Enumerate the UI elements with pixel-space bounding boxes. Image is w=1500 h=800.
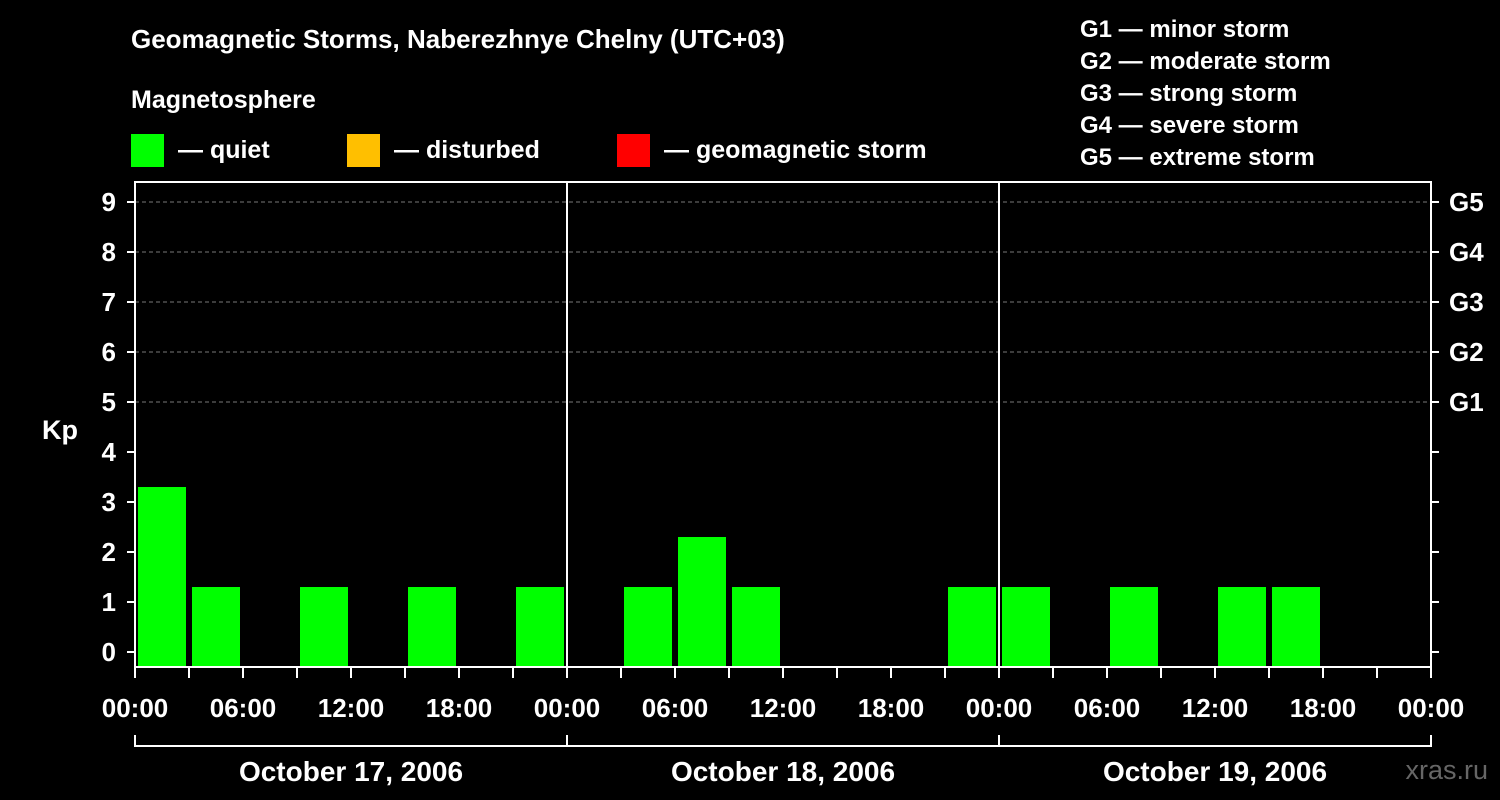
- y-tick-label: 9: [102, 187, 116, 217]
- y-tick-label: 8: [102, 237, 116, 267]
- y-tick-label: 1: [102, 587, 116, 617]
- x-tick-label: 18:00: [858, 693, 925, 723]
- kp-bar: [624, 587, 672, 667]
- day-label: October 17, 2006: [239, 756, 463, 787]
- kp-bar: [138, 487, 186, 667]
- kp-bar: [408, 587, 456, 667]
- storm-level-label: G3: [1449, 287, 1484, 317]
- legend-disturbed-swatch: [347, 133, 380, 167]
- kp-bar: [1272, 587, 1320, 667]
- legend-disturbed: — disturbed: [347, 133, 540, 167]
- x-tick-label: 00:00: [1398, 693, 1465, 723]
- storm-scale-legend: G1 — minor storm G2 — moderate storm G3 …: [1080, 14, 1331, 174]
- x-tick-label: 12:00: [750, 693, 817, 723]
- scale-g4: G4 — severe storm: [1080, 112, 1299, 139]
- x-tick-label: 06:00: [210, 693, 277, 723]
- y-tick-label: 5: [102, 387, 116, 417]
- x-tick-label: 12:00: [318, 693, 385, 723]
- scale-g2: G2 — moderate storm: [1080, 48, 1331, 75]
- legend-storm-label: — geomagnetic storm: [664, 135, 927, 164]
- kp-bar: [516, 587, 564, 667]
- storm-level-label: G5: [1449, 187, 1484, 217]
- kp-bar: [192, 587, 240, 667]
- kp-bar: [732, 587, 780, 667]
- x-tick-label: 18:00: [426, 693, 493, 723]
- kp-bar: [1218, 587, 1266, 667]
- kp-bar: [300, 587, 348, 667]
- chart-title: Geomagnetic Storms, Naberezhnye Chelny (…: [131, 24, 785, 54]
- scale-g1: G1 — minor storm: [1080, 16, 1290, 43]
- y-tick-label: 4: [102, 437, 117, 467]
- kp-bar: [1110, 587, 1158, 667]
- scale-g5: G5 — extreme storm: [1080, 144, 1315, 171]
- kp-bar: [1002, 587, 1050, 667]
- legend-heading: Magnetosphere: [131, 86, 316, 114]
- x-tick-label: 00:00: [966, 693, 1033, 723]
- scale-g3: G3 — strong storm: [1080, 80, 1298, 107]
- legend-quiet-swatch: [131, 133, 164, 167]
- x-tick-label: 00:00: [102, 693, 169, 723]
- x-tick-label: 00:00: [534, 693, 601, 723]
- y-tick-label: 0: [102, 637, 116, 667]
- kp-bar: [948, 587, 996, 667]
- day-label: October 18, 2006: [671, 756, 895, 787]
- x-tick-label: 06:00: [642, 693, 709, 723]
- legend-storm: — geomagnetic storm: [617, 133, 927, 167]
- legend-disturbed-label: — disturbed: [394, 135, 540, 164]
- legend-quiet: — quiet: [131, 133, 270, 167]
- y-tick-label: 2: [102, 537, 116, 567]
- day-label: October 19, 2006: [1103, 756, 1327, 787]
- legend-quiet-label: — quiet: [178, 135, 270, 164]
- x-tick-label: 12:00: [1182, 693, 1249, 723]
- legend-storm-swatch: [617, 133, 650, 167]
- watermark: xras.ru: [1405, 755, 1488, 785]
- kp-bar: [678, 537, 726, 667]
- storm-level-label: G1: [1449, 387, 1484, 417]
- y-tick-label: 7: [102, 287, 116, 317]
- x-tick-label: 18:00: [1290, 693, 1357, 723]
- storm-level-label: G4: [1449, 237, 1484, 267]
- y-axis-label: Kp: [42, 415, 78, 445]
- y-tick-label: 6: [102, 337, 116, 367]
- storm-level-label: G2: [1449, 337, 1484, 367]
- y-tick-label: 3: [102, 487, 116, 517]
- x-tick-label: 06:00: [1074, 693, 1141, 723]
